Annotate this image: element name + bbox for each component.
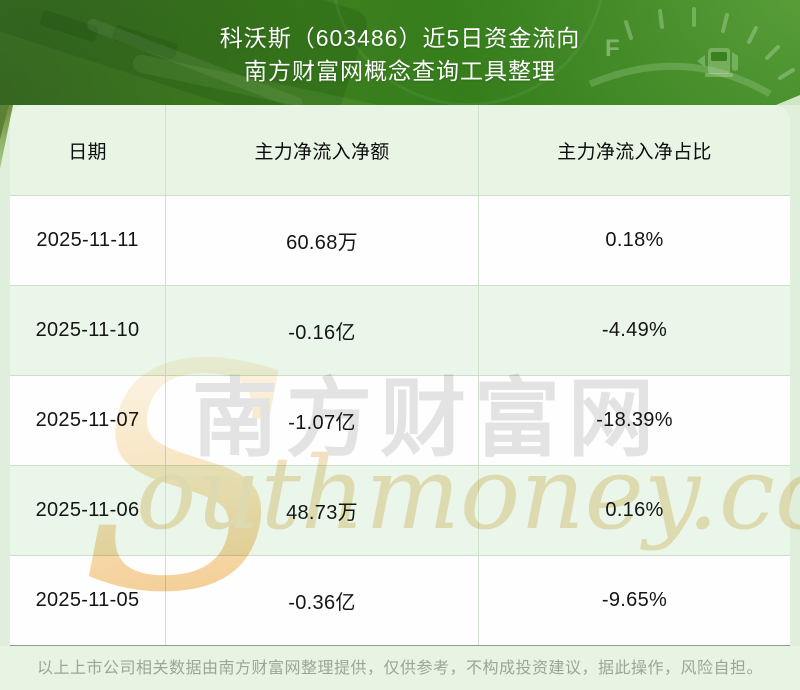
fuel-pump-icon	[697, 48, 738, 77]
table-row: 2025-11-05 -0.36亿 -9.65%	[10, 555, 790, 645]
footer: 以上上市公司相关数据由南方财富网整理提供，仅供参考，不构成投资建议，据此操作，风…	[0, 646, 800, 690]
gauge-ticks	[624, 7, 795, 80]
cell-net-inflow: -0.36亿	[165, 556, 478, 645]
header-cell-date: 日期	[68, 141, 107, 163]
cell-date: 2025-11-05	[35, 589, 140, 611]
cell-net-inflow: 48.73万	[165, 466, 478, 555]
banner-edge-wedge-left-dark	[0, 105, 9, 139]
table-row: 2025-11-10 -0.16亿 -4.49%	[10, 285, 790, 375]
header-cell-net-inflow: 主力净流入净额	[165, 105, 478, 195]
cell-date: 2025-11-06	[35, 499, 140, 521]
disclaimer-text: 以上上市公司相关数据由南方财富网整理提供，仅供参考，不构成投资建议，据此操作，风…	[36, 660, 763, 677]
cell-net-inflow: -0.16亿	[165, 286, 478, 375]
fund-flow-table: 日期 主力净流入净额 主力净流入净占比 2025-11-11 60.68万 0.…	[10, 105, 790, 646]
cell-net-inflow-pct: -4.49%	[478, 286, 790, 375]
cell-net-inflow: -1.07亿	[165, 376, 478, 465]
cell-net-inflow: 60.68万	[165, 196, 478, 285]
fuel-gauge-icon: F	[588, 7, 795, 98]
cell-net-inflow-pct: 0.16%	[478, 466, 790, 555]
cell-date: 2025-11-07	[35, 409, 140, 431]
banner: F 科沃斯（603486）近5日资金流向 南方财富网概念查询工具整理	[0, 0, 800, 105]
banner-titles: 科沃斯（603486）近5日资金流向 南方财富网概念查询工具整理	[0, 22, 800, 88]
page-title: 科沃斯（603486）近5日资金流向	[219, 25, 581, 51]
cell-date: 2025-11-11	[36, 229, 139, 251]
table-header-row: 日期 主力净流入净额 主力净流入净占比	[10, 105, 790, 195]
gauge-f-label: F	[605, 35, 620, 62]
page-subtitle: 南方财富网概念查询工具整理	[244, 58, 556, 84]
table-row: 2025-11-07 -1.07亿 -18.39%	[10, 375, 790, 465]
cell-date: 2025-11-10	[35, 319, 140, 341]
banner-edge-wedge-right	[776, 95, 800, 105]
cell-net-inflow-pct: -18.39%	[478, 376, 790, 465]
cell-net-inflow-pct: 0.18%	[478, 196, 790, 285]
header-cell-net-inflow-pct: 主力净流入净占比	[478, 105, 790, 195]
cell-net-inflow-pct: -9.65%	[478, 556, 790, 645]
table-row: 2025-11-11 60.68万 0.18%	[10, 195, 790, 285]
table-row: 2025-11-06 48.73万 0.16%	[10, 465, 790, 555]
